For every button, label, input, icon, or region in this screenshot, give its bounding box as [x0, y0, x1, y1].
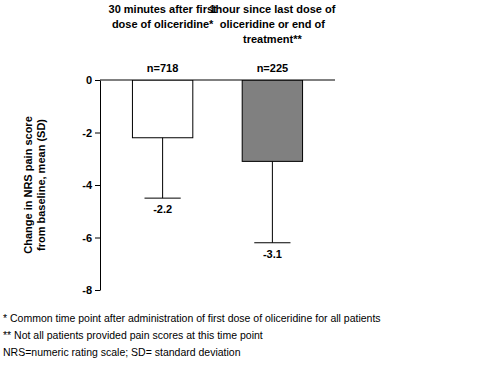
category-label: 1hour since last dose of oliceridine or e…	[209, 3, 335, 45]
text-line: from baseline, mean (SD)	[35, 119, 47, 251]
y-tick: -8	[82, 284, 100, 296]
plot-marks	[132, 80, 302, 243]
x-axis	[100, 80, 335, 81]
text-line: treatment**	[243, 33, 302, 45]
data-label: -3.1	[263, 248, 282, 260]
y-tick-mark	[95, 133, 100, 134]
x-axis-line	[100, 80, 335, 81]
y-tick-label: -2	[82, 127, 92, 139]
footnote: * Common time point after administration…	[3, 312, 381, 324]
footnote: NRS=numeric rating scale; SD= standard d…	[3, 346, 241, 358]
error-bar-cap	[254, 242, 290, 243]
y-tick-mark	[95, 80, 100, 81]
n-label: n=718	[147, 62, 179, 74]
error-bar-stem	[162, 138, 163, 198]
error-bar	[145, 138, 181, 198]
y-axis-title: Change in NRS pain scorefrom baseline, m…	[22, 116, 47, 254]
y-tick-label: -4	[82, 179, 93, 191]
bar	[132, 80, 192, 138]
y-tick-label: 0	[86, 74, 92, 86]
y-tick-mark	[95, 290, 100, 291]
error-bar	[254, 161, 290, 242]
y-axis-line	[100, 81, 101, 291]
text-line: dose of oliceridine*	[112, 18, 214, 30]
text-line: 1hour since last dose of	[209, 3, 335, 15]
text-line: 30 minutes after first	[109, 3, 218, 15]
chart: 0 -2 -4 -6 -8 Change in NRS pain scorefrom ba…	[0, 0, 500, 370]
y-tick-label: -8	[82, 284, 92, 296]
n-label: n=225	[257, 62, 289, 74]
y-tick: -2	[82, 127, 100, 139]
y-tick: -4	[82, 179, 100, 191]
category-label: 30 minutes after first dose of oliceridin…	[109, 3, 218, 30]
data-label: -2.2	[153, 203, 172, 215]
footnote: ** Not all patients provided pain scores…	[3, 329, 263, 341]
y-tick-mark	[95, 185, 100, 186]
y-tick-label: -6	[82, 232, 92, 244]
y-axis: 0 -2 -4 -6 -8	[82, 74, 100, 296]
y-tick: 0	[86, 74, 100, 86]
y-tick-mark	[95, 238, 100, 239]
error-bar-cap	[145, 198, 181, 199]
bar	[242, 80, 302, 161]
y-tick: -6	[82, 232, 100, 244]
text-line: oliceridine or end of	[220, 18, 325, 30]
text-line: Change in NRS pain score	[22, 116, 34, 254]
error-bar-stem	[272, 161, 273, 242]
